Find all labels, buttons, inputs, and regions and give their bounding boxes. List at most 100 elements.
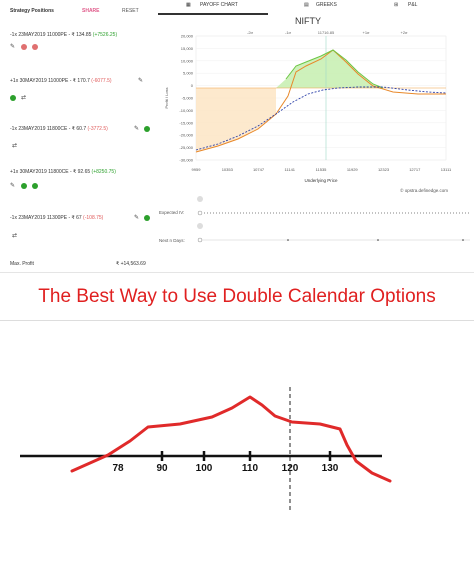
iv-slider-handle[interactable]	[197, 210, 203, 216]
tab-greeks[interactable]: GREEKS	[316, 2, 337, 8]
repeat-icon[interactable]: ⇄	[21, 95, 27, 101]
options-app: Strategy Positions SHARE RESET -1x 23MAY…	[0, 0, 474, 272]
toggle-dot-icon[interactable]	[144, 126, 150, 132]
y-tick-label: -30,000	[179, 158, 193, 163]
position-pnl: (-6077.5)	[91, 78, 112, 84]
today-payoff-line	[195, 86, 447, 151]
y-tick-label: 20,000	[181, 34, 194, 39]
profit-area	[276, 50, 383, 88]
grid-icon: ⊞	[394, 2, 399, 8]
edit-icon[interactable]: ✎	[10, 183, 16, 189]
headline: The Best Way to Use Double Calendar Opti…	[38, 286, 436, 307]
tab-pl[interactable]: P&L	[408, 2, 418, 8]
spot-tick: 11716.85	[318, 30, 335, 35]
chart-tabs: ▦ PAYOFF CHART ▤ GREEKS ⊞ P&L	[158, 0, 474, 14]
x-tick-label: 10353	[222, 167, 234, 172]
position-pnl: (-108.75)	[83, 215, 104, 221]
toggle-dot-icon[interactable]	[32, 44, 38, 50]
y-tick-label: -20,000	[179, 133, 193, 138]
section-divider	[0, 320, 474, 321]
share-button[interactable]: SHARE	[82, 8, 100, 14]
edit-icon[interactable]: ✎	[138, 78, 144, 84]
y-axis-label: Profit / Loss	[164, 87, 169, 108]
x-tick-label: 12323	[378, 167, 390, 172]
delete-dot-icon[interactable]	[21, 44, 27, 50]
x-tick-label: 11929	[347, 167, 359, 172]
sigma-tick: -2σ	[247, 30, 254, 35]
price-axis-ticks: 78 90 100 110 120 130	[112, 451, 339, 474]
plot-area	[195, 35, 447, 161]
toggle-dot-icon[interactable]	[21, 183, 27, 189]
repeat-icon[interactable]: ⇄	[12, 143, 18, 149]
edit-icon[interactable]: ✎	[134, 126, 140, 132]
edit-icon[interactable]: ✎	[10, 44, 16, 50]
sigma-tick: +1σ	[362, 30, 370, 35]
days-slider-handle[interactable]	[197, 237, 203, 243]
position-row: -1x 23MAY2019 11800CE - ₹ 60.7 (-3772.5)	[10, 126, 108, 132]
axis-tick-label: 78	[112, 463, 124, 474]
toggle-dot-icon[interactable]	[32, 183, 38, 189]
position-label: +1x 30MAY2019 11000PE - ₹ 170.7	[10, 78, 90, 84]
toggle-dot-icon[interactable]	[10, 95, 16, 101]
axis-tick-label: 100	[196, 463, 213, 474]
axis-tick-label: 130	[322, 463, 339, 474]
axis-tick-label: 120	[282, 463, 299, 474]
position-pnl: (+7526.25)	[92, 32, 118, 38]
active-tab-indicator	[158, 13, 268, 15]
panel-title: Strategy Positions	[10, 8, 54, 14]
y-tick-label: 0	[191, 83, 194, 88]
chart-icon: ▦	[186, 2, 191, 8]
x-tick-label: 9959	[192, 167, 202, 172]
y-tick-label: -10,000	[179, 108, 193, 113]
loss-area	[196, 88, 276, 152]
table-icon: ▤	[304, 2, 309, 8]
y-tick-label: 15,000	[181, 46, 194, 51]
payoff-curve	[70, 395, 392, 483]
x-tick-label: 11141	[284, 167, 295, 172]
position-pnl: (+8250.75)	[91, 169, 116, 175]
x-tick-label: 11535	[316, 167, 328, 172]
max-profit-label: Max. Profit	[10, 261, 34, 267]
strategy-panel: Strategy Positions SHARE RESET -1x 23MAY…	[0, 0, 155, 272]
y-tick-label: -25,000	[179, 145, 193, 150]
panel-divider	[0, 272, 474, 273]
days-slider-dot	[377, 239, 379, 241]
position-row: -1x 23MAY2019 11300PE - ₹ 67 (-108.75)	[10, 215, 103, 221]
y-tick-label: -5,000	[182, 96, 194, 101]
days-slider-marker[interactable]	[197, 223, 203, 229]
x-axis-label: Underlying Price	[304, 178, 338, 183]
expiry-payoff-line	[195, 49, 446, 153]
sigma-tick: +2σ	[400, 30, 408, 35]
y-tick-label: 10,000	[181, 58, 194, 63]
iv-slider-marker[interactable]	[197, 196, 203, 202]
y-tick-label: 5,000	[183, 71, 194, 76]
chart-title: NIFTY	[295, 16, 321, 26]
x-tick-label: 10747	[253, 167, 265, 172]
days-slider-dot	[462, 239, 464, 241]
x-tick-label: 12717	[409, 167, 421, 172]
max-profit-value: ₹ +14,563.69	[116, 261, 146, 267]
y-tick-label: -15,000	[179, 120, 193, 125]
days-slider-dot	[287, 239, 289, 241]
sigma-tick: -1σ	[285, 30, 292, 35]
position-row: +1x 30MAY2019 11000PE - ₹ 170.7 (-6077.5…	[10, 78, 112, 84]
y-axis-ticks: 20,000 15,000 10,000 5,000 0 -5,000 -10,000 -15…	[179, 34, 193, 163]
position-label: -1x 23MAY2019 11000PE - ₹ 134.85	[10, 32, 92, 38]
toggle-dot-icon[interactable]	[144, 215, 150, 221]
x-tick-label: 13111	[441, 167, 452, 172]
edit-icon[interactable]: ✎	[134, 215, 140, 221]
expiry-profit-segment	[285, 49, 384, 89]
chart-credit: © opstra.definedge.com	[400, 187, 448, 193]
repeat-icon[interactable]: ⇄	[12, 233, 18, 239]
axis-tick-label: 110	[242, 463, 259, 474]
reset-button[interactable]: RESET	[122, 8, 139, 14]
tab-payoff-chart[interactable]: PAYOFF CHART	[200, 2, 238, 8]
x-axis-ticks: 9959 10353 10747 11141 11535 11929 12323 12717 1…	[192, 167, 452, 172]
payoff-diagram: 78 90 100 110 120 130	[20, 387, 392, 511]
payoff-chart: NIFTY -2σ -1σ 11716.85 +1σ +2σ 1% chart …	[159, 16, 470, 243]
position-row: +1x 30MAY2019 11800CE - ₹ 92.65 (+8250.7…	[10, 169, 116, 175]
position-row: -1x 23MAY2019 11000PE - ₹ 134.85 (+7526.…	[10, 32, 117, 38]
position-label: -1x 23MAY2019 11300PE - ₹ 67	[10, 215, 82, 221]
expected-iv-label: Expected IV:	[159, 210, 184, 215]
next-days-label: Next n Days:	[159, 238, 185, 243]
